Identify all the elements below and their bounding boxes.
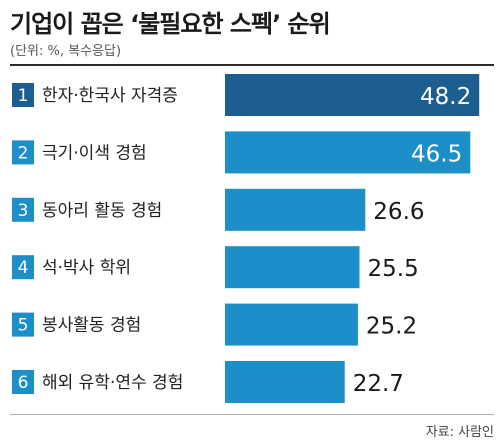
rank-box bbox=[12, 312, 34, 337]
bar bbox=[225, 303, 358, 346]
top-rule bbox=[10, 64, 494, 66]
chart-title: 기업이 꼽은 ‘불필요한 스펙’ 순위 bbox=[10, 10, 331, 38]
category-label: 극기·이색 경험 bbox=[42, 143, 147, 163]
category-label: 봉사활동 경험 bbox=[42, 316, 141, 336]
category-label: 해외 유학·연수 경험 bbox=[42, 373, 183, 393]
source-note: 자료: 사람인 bbox=[425, 425, 494, 440]
rank-box bbox=[12, 83, 34, 107]
rank-box bbox=[12, 197, 34, 222]
category-label: 한자·한국사 자격증 bbox=[42, 86, 178, 106]
rank-number: 3 bbox=[18, 201, 29, 221]
rank-number: 5 bbox=[18, 316, 29, 336]
bar bbox=[225, 361, 345, 403]
bar bbox=[225, 131, 471, 174]
chart-subtitle: (단위: %, 복수응답) bbox=[10, 44, 122, 59]
rank-number: 6 bbox=[18, 373, 29, 393]
rank-box bbox=[12, 370, 34, 394]
rank-number: 1 bbox=[18, 86, 29, 106]
bar bbox=[225, 74, 480, 116]
value-label: 22.7 bbox=[353, 371, 404, 397]
value-label: 48.2 bbox=[420, 84, 471, 110]
rank-number: 4 bbox=[18, 258, 29, 278]
category-label: 석·박사 학위 bbox=[42, 258, 131, 278]
value-label: 26.6 bbox=[373, 199, 424, 225]
category-label: 동아리 활동 경험 bbox=[42, 201, 162, 221]
value-label: 25.2 bbox=[366, 314, 417, 340]
bar bbox=[225, 246, 360, 289]
rank-box bbox=[12, 255, 34, 280]
value-label: 46.5 bbox=[411, 141, 462, 167]
rank-box bbox=[12, 140, 34, 165]
value-label: 25.5 bbox=[368, 256, 419, 282]
bar bbox=[225, 188, 366, 231]
bottom-rule bbox=[10, 414, 494, 415]
rank-number: 2 bbox=[18, 143, 29, 163]
